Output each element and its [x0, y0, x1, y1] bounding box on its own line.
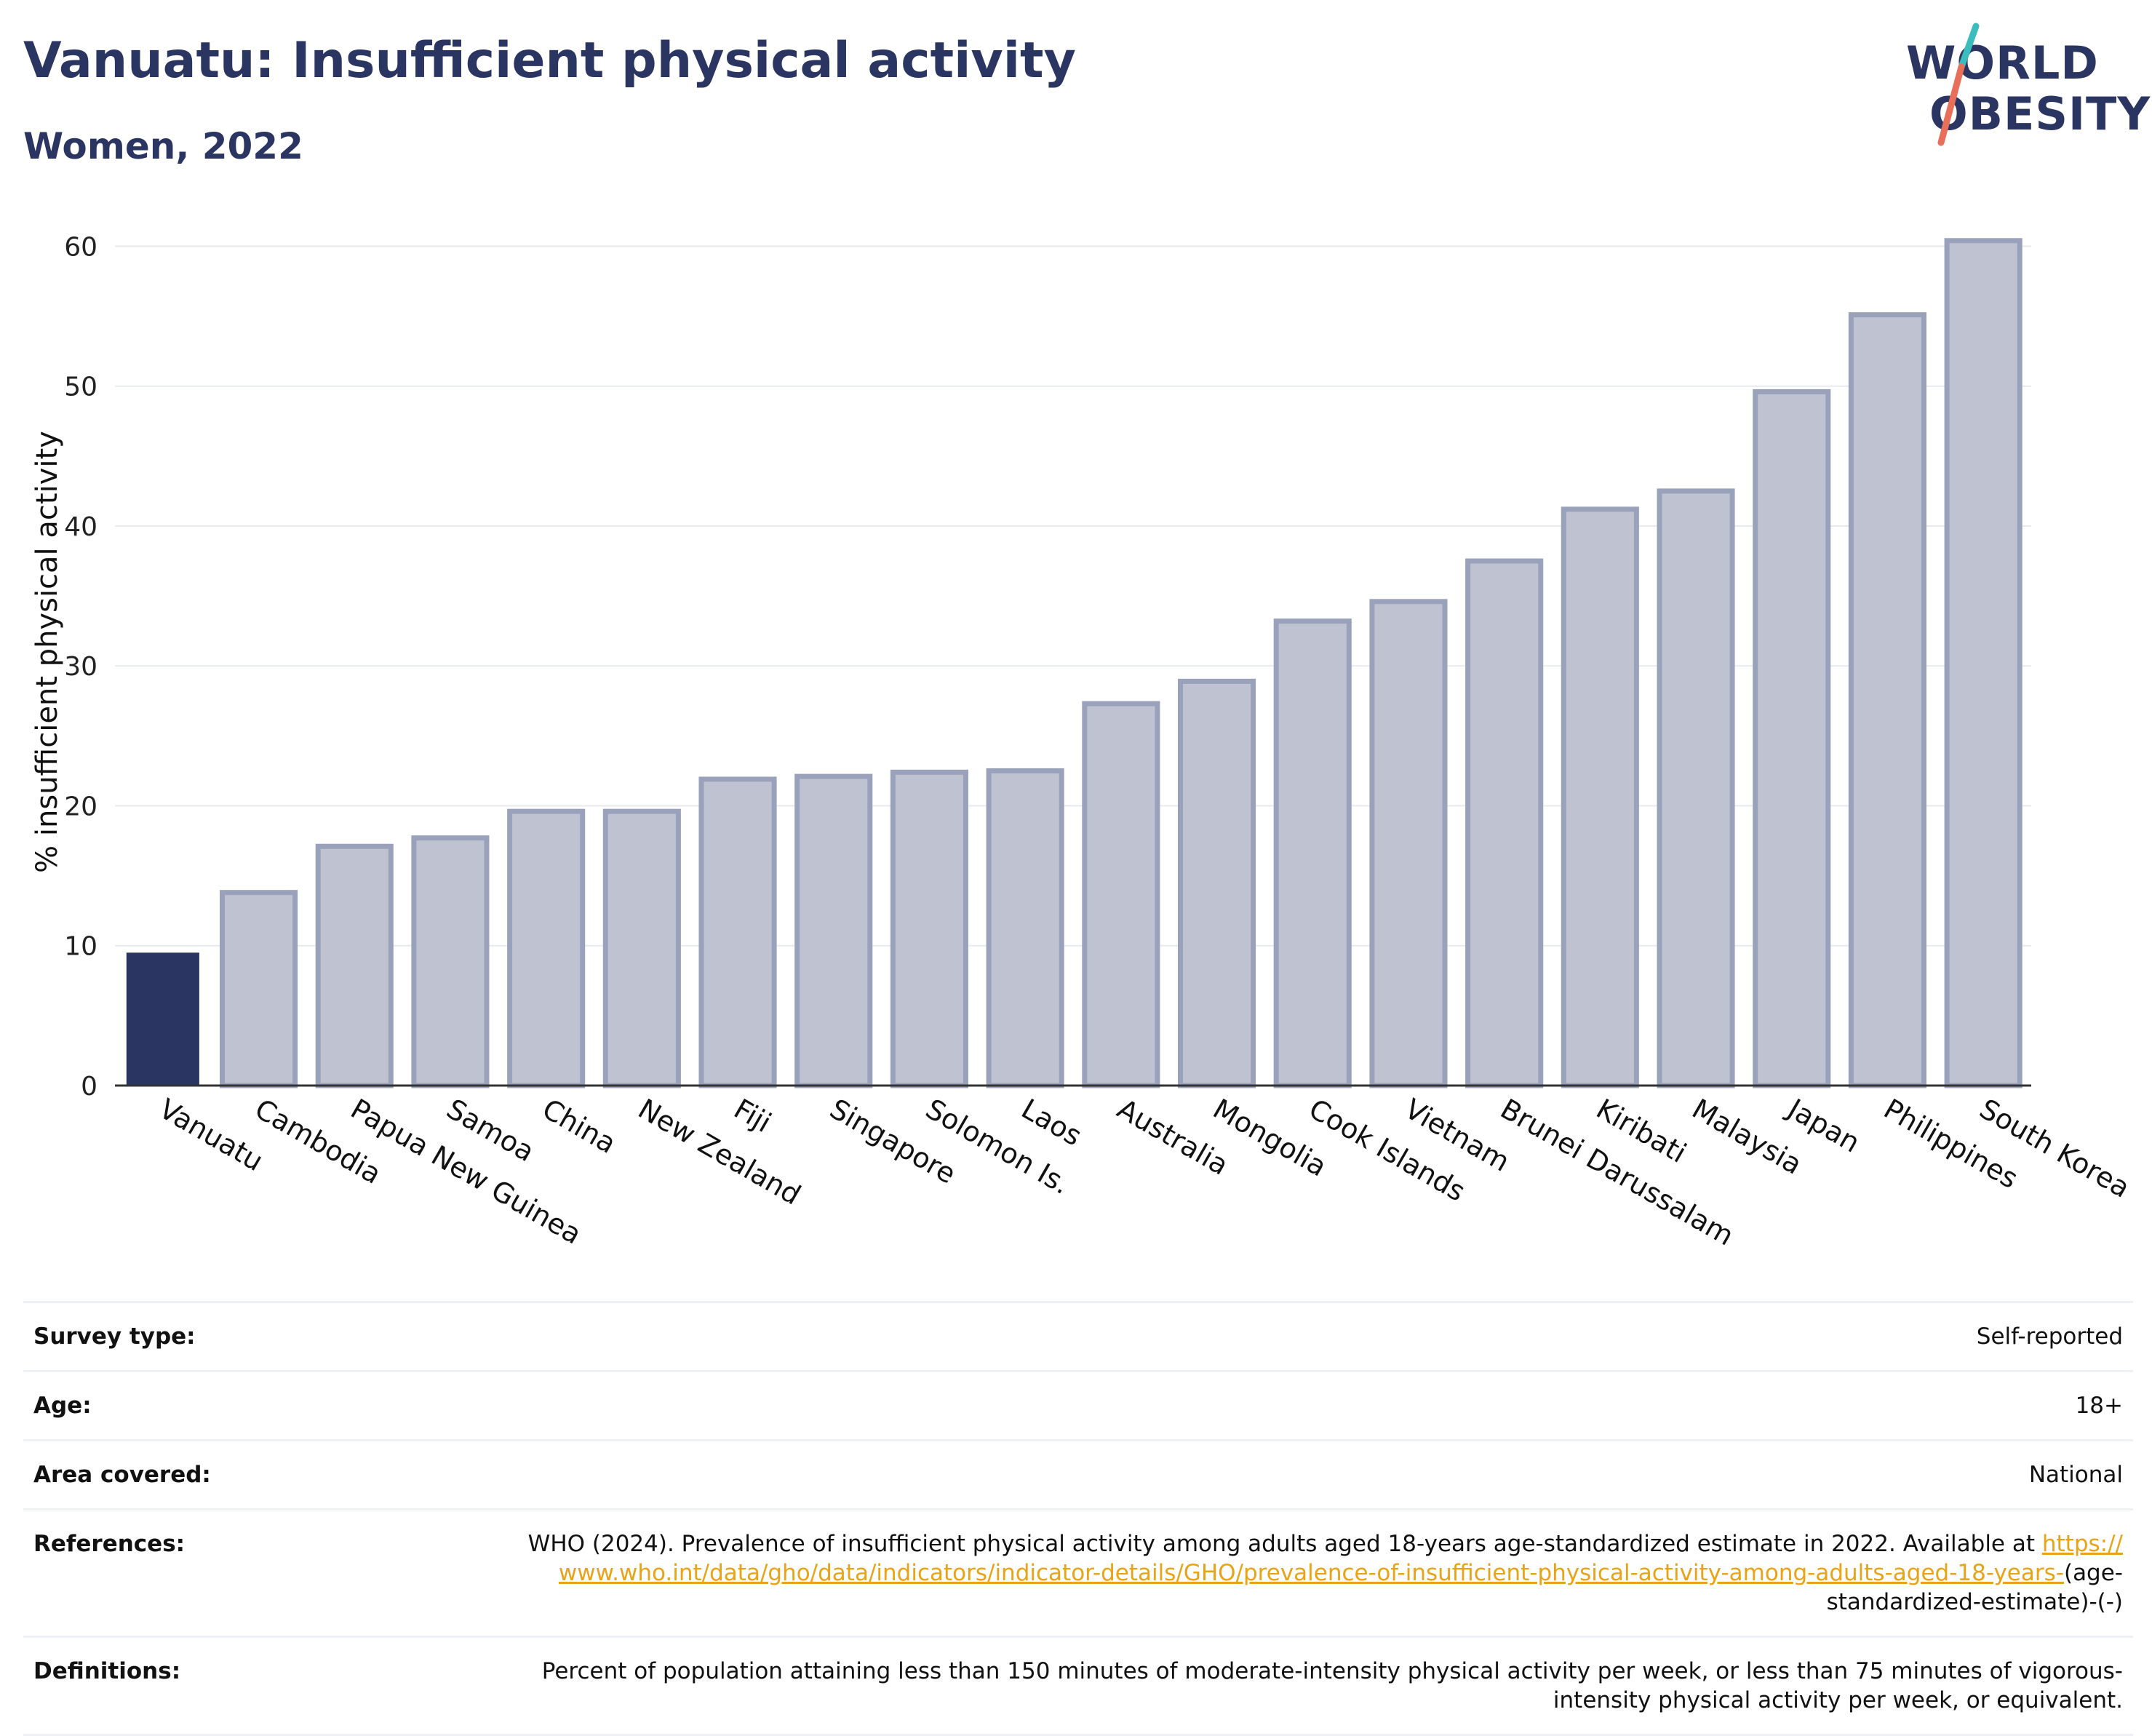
bar	[126, 952, 199, 1086]
definitions-label: Definitions:	[33, 1658, 181, 1684]
info-row-area: Area covered: National	[23, 1439, 2133, 1508]
references-link[interactable]: https://www.who.int/data/gho/data/indica…	[558, 1531, 2123, 1586]
info-row-age: Age: 18+	[23, 1370, 2133, 1439]
age-value: 18+	[2075, 1393, 2123, 1419]
survey-type-value: Self-reported	[1976, 1323, 2123, 1350]
bar	[1273, 618, 1352, 1088]
references-label: References:	[33, 1531, 186, 1557]
y-tick-label: 0	[81, 1072, 97, 1102]
bar-chart: 0 10 20 30 40 50 60 % insufficient physical act…	[31, 232, 2135, 1251]
y-tick-label: 40	[64, 512, 97, 542]
y-tick-label: 60	[64, 232, 97, 262]
x-tick-label: Malaysia	[1687, 1093, 1808, 1181]
age-label: Age:	[33, 1393, 92, 1419]
bar	[1753, 389, 1831, 1088]
x-tick-label: New Zealand	[633, 1093, 806, 1211]
bar	[1561, 506, 1639, 1088]
area-value: National	[2028, 1462, 2123, 1488]
info-row-survey-type: Survey type: Self-reported	[23, 1301, 2133, 1370]
references-text: WHO (2024). Prevalence of insufficient p…	[527, 1531, 2042, 1557]
references-value: WHO (2024). Prevalence of insufficient p…	[522, 1529, 2123, 1617]
area-label: Area covered:	[33, 1462, 211, 1488]
bar	[411, 835, 490, 1088]
logo-line1: WORLD	[1906, 36, 2099, 89]
logo-slash-icon	[1937, 23, 1980, 146]
definitions-value: Percent of population attaining less tha…	[541, 1658, 2123, 1713]
bar	[220, 890, 298, 1088]
bar	[890, 769, 968, 1088]
bar	[1082, 701, 1160, 1088]
y-tick-label: 50	[64, 373, 97, 402]
bar	[794, 773, 873, 1088]
bar	[1657, 488, 1735, 1088]
info-row-references: References: WHO (2024). Prevalence of in…	[23, 1508, 2133, 1636]
bar	[1369, 599, 1448, 1088]
y-axis-label: % insufficient physical activity	[31, 431, 64, 873]
bar	[602, 808, 681, 1088]
bar	[1465, 558, 1544, 1088]
info-table: Survey type: Self-reported Age: 18+ Area…	[23, 1301, 2133, 1736]
page-subtitle: Women, 2022	[23, 125, 303, 167]
y-tick-label: 30	[64, 652, 97, 682]
info-row-definitions: Definitions: Percent of population attai…	[23, 1636, 2133, 1736]
bar	[315, 843, 394, 1088]
bar	[1944, 238, 2023, 1088]
y-tick-label: 10	[64, 932, 97, 962]
x-tick-label: Laos	[1016, 1093, 1088, 1152]
logo-line2: OBESITY	[1929, 87, 2151, 140]
x-tick-label: China	[537, 1093, 621, 1160]
survey-type-label: Survey type:	[33, 1323, 196, 1350]
references-suffix: (age-standardized-estimate)-(-)	[1826, 1560, 2123, 1615]
y-tick-label: 20	[64, 792, 97, 821]
bar	[1178, 678, 1256, 1088]
bar	[698, 776, 777, 1088]
bar	[507, 808, 586, 1088]
page-title: Vanuatu: Insufficient physical activity	[23, 32, 1076, 89]
bar	[1848, 312, 1926, 1088]
world-obesity-logo: WORLD OBESITY	[1892, 22, 2150, 153]
x-tick-label: Fiji	[729, 1093, 777, 1139]
bar	[986, 768, 1064, 1088]
x-tick-label: Vanuatu	[154, 1093, 268, 1177]
